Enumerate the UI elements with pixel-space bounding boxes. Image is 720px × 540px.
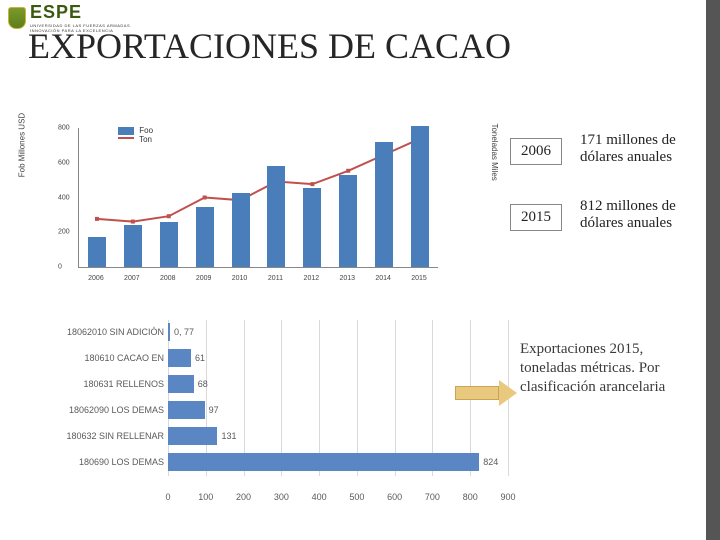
y-axis-right-label: Toneladas Miles <box>490 123 499 180</box>
bottom-chart-xaxis: 0100200300400500600700800900 <box>168 492 508 508</box>
hbar-row: 180690 LOS DEMAS 824 <box>28 450 508 474</box>
top-chart: Foo Ton Fob Millones USD Toneladas Miles… <box>28 120 488 290</box>
hbar-row: 180610 CACAO EN 61 <box>28 346 508 370</box>
top-chart-bar <box>196 207 214 267</box>
bottom-chart: 0100200300400500600700800900 18062010 SI… <box>28 320 508 520</box>
hbar-row: 180631 RELLENOS 68 <box>28 372 508 396</box>
top-chart-bar <box>411 126 429 267</box>
top-chart-bar <box>267 166 285 267</box>
hbar-value: 824 <box>483 457 498 467</box>
top-chart-bar <box>339 175 357 267</box>
hbar-bar <box>168 427 217 445</box>
shield-icon <box>8 7 26 29</box>
top-chart-bar <box>160 222 178 267</box>
accent-sidebar <box>706 0 720 540</box>
hbar-label: 180631 RELLENOS <box>28 379 168 389</box>
callout-2015-year: 2015 <box>510 204 562 231</box>
callout-2006-year: 2006 <box>510 138 562 165</box>
hbar-value: 0, 77 <box>174 327 194 337</box>
hbar-value: 61 <box>195 353 205 363</box>
top-chart-bar <box>124 225 142 267</box>
arrow-icon <box>455 380 517 406</box>
hbar-row: 18062010 SIN ADICIÓN 0, 77 <box>28 320 508 344</box>
top-chart-bar <box>375 142 393 267</box>
callout-2006-text: 171 millones de dólares anuales <box>580 132 710 165</box>
annotation-text: Exportaciones 2015, toneladas métricas. … <box>520 340 695 396</box>
hbar-bar <box>168 375 194 393</box>
hbar-value: 97 <box>209 405 219 415</box>
hbar-bar <box>168 401 205 419</box>
top-chart-bar <box>232 193 250 267</box>
top-chart-bar <box>88 237 106 267</box>
hbar-bar <box>168 323 170 341</box>
hbar-bar <box>168 349 191 367</box>
y-axis-left-label: Fob Millones USD <box>18 113 27 177</box>
hbar-label: 180690 LOS DEMAS <box>28 457 168 467</box>
hbar-label: 18062090 LOS DEMAS <box>28 405 168 415</box>
hbar-label: 180610 CACAO EN <box>28 353 168 363</box>
hbar-label: 180632 SIN RELLENAR <box>28 431 168 441</box>
hbar-bar <box>168 453 479 471</box>
hbar-value: 68 <box>198 379 208 389</box>
hbar-row: 18062090 LOS DEMAS 97 <box>28 398 508 422</box>
top-chart-plot <box>78 128 438 268</box>
hbar-row: 180632 SIN RELLENAR 131 <box>28 424 508 448</box>
page-title: EXPORTACIONES DE CACAO <box>28 28 511 66</box>
logo-text: ESPE <box>30 2 82 22</box>
top-chart-bar <box>303 188 321 267</box>
hbar-label: 18062010 SIN ADICIÓN <box>28 327 168 337</box>
callout-2015-text: 812 millones de dólares anuales <box>580 198 710 231</box>
hbar-value: 131 <box>221 431 236 441</box>
